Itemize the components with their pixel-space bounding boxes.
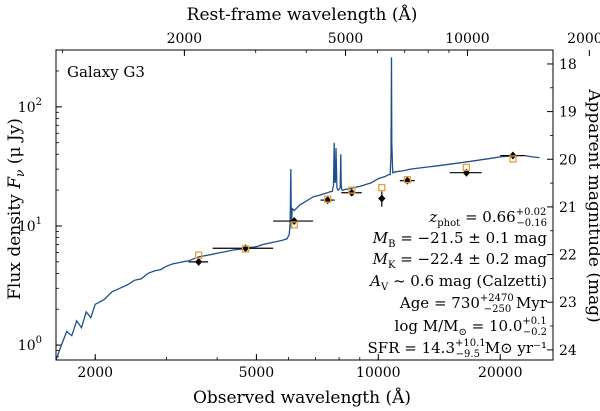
x-tick-label: 10000: [356, 365, 401, 381]
model-photometry-point: [290, 221, 298, 229]
model-photometry: [194, 155, 517, 259]
fit-parameter-line: Age = 730+2470 −250 Myr: [399, 293, 548, 315]
model-spectrum-line: [55, 57, 540, 361]
mag-tick-label: 18: [559, 57, 577, 73]
x-tick-label: 2000: [77, 365, 113, 381]
model-photometry-point: [378, 183, 386, 192]
fit-parameter-line: AV ~ 0.6 mag (Calzetti): [368, 272, 547, 293]
mag-tick-label: 24: [559, 343, 577, 359]
observed-photometry: [188, 151, 525, 266]
fit-parameter-line: zphot = 0.66+0.02 −0.16: [428, 207, 547, 229]
model-photometry-point: [241, 245, 250, 253]
top-tick-label: 10000: [445, 31, 490, 47]
model-photometry-point: [403, 175, 412, 184]
x-tick-label: 5000: [239, 365, 275, 381]
mag-tick-label: 22: [559, 248, 577, 264]
top-tick-label: 20000: [567, 31, 600, 47]
x-tick-label: 20000: [478, 365, 523, 381]
fit-parameter-line: MK = −22.4 ± 0.2 mag: [372, 250, 548, 271]
top-tick-label: 2000: [167, 31, 203, 47]
observed-point: [290, 217, 298, 226]
y-tick-label: 100: [18, 335, 42, 354]
left-axis-title: Flux density Fν (μ Jy): [5, 118, 27, 300]
y-tick-label: 101: [18, 216, 42, 235]
axis-ticks: 2000 5000 10000 20000 2000 5000 10000 20000 100 1…: [18, 31, 600, 381]
panel-label: Galaxy G3: [67, 63, 145, 81]
fit-parameter-line: MB = −21.5 ± 0.1 mag: [372, 229, 548, 250]
plot-area: 2000 5000 10000 20000 2000 5000 10000 20000 100 1…: [18, 31, 600, 381]
plot-frame: [55, 49, 554, 361]
observed-point: [195, 257, 203, 266]
model-photometry-point: [324, 195, 332, 203]
right-axis-title: Apparent magnitude (mag): [584, 88, 600, 323]
mag-tick-label: 19: [559, 105, 577, 121]
model-photometry-point: [462, 163, 471, 172]
mag-tick-label: 20: [559, 152, 577, 168]
y-tick-label: 102: [18, 97, 42, 116]
top-axis-title: Rest-frame wavelength (Å): [187, 4, 418, 25]
mag-tick-label: 23: [559, 295, 577, 311]
model-photometry-point: [348, 186, 356, 194]
bottom-axis-title: Observed wavelength (Å): [193, 387, 411, 408]
top-tick-label: 5000: [328, 31, 364, 47]
mag-tick-label: 21: [559, 200, 577, 216]
fit-parameter-line: SFR = 14.3+10.1 −9.5 M⊙ yr⁻¹: [368, 338, 547, 360]
observed-point: [378, 194, 386, 203]
model-photometry-point: [194, 251, 203, 259]
fit-parameter-line: log M/M⊙ = 10.0+0.1 −0.2: [395, 316, 547, 338]
model-photometry-point: [509, 155, 517, 163]
